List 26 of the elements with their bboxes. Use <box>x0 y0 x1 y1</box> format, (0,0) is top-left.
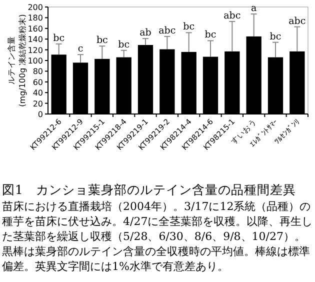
y-axis-title: ルテイン含量 (mg/100g 凍結乾燥粉末) <box>7 14 27 107</box>
annotation: ab <box>140 28 152 39</box>
y-tick-label: 100 <box>28 56 43 66</box>
y-tick-label: 120 <box>28 46 43 55</box>
annotation: bc <box>204 30 216 41</box>
annotation: abc <box>288 16 306 27</box>
annotation: abc <box>224 10 241 22</box>
annotation: bc <box>270 31 282 42</box>
y-tick-label: 20 <box>32 99 43 108</box>
text: 図1 カンショ葉身部のルテイン含量の品種間差異 <box>2 182 297 198</box>
y-tick-label: 180 <box>28 14 43 23</box>
annotation: c <box>78 44 84 55</box>
y-tick-label: 200 <box>28 3 43 12</box>
annotation: a <box>250 2 257 14</box>
annotation: abc <box>158 25 176 36</box>
annotation: bc <box>183 22 195 33</box>
y-tick-label: 80 <box>32 67 43 76</box>
y-tick-label: 160 <box>28 24 43 34</box>
annotation: bc <box>96 35 108 46</box>
text: 苗床における直播栽培（2004年）。3/17に12系統（品種）の種芋を苗床に伏せ込み。4/27に全茎葉部を収穫。以降、再生した茎葉部を繰返し収穫（5/28、6/30、8/6、9/8、10/27）。黒棒は葉身部のルテイン含量の全収穫時の平均値。棒線は標準偏差。英異文字間には1%水準で有意差あり。 <box>2 199 313 274</box>
y-tick-label: 0 <box>38 110 43 119</box>
annotation: bc <box>53 32 65 44</box>
y-tick-label: 140 <box>28 35 43 44</box>
annotation: bc <box>118 39 130 50</box>
y-tick-label: 60 <box>32 78 43 87</box>
y-tick-label: 40 <box>32 88 43 98</box>
